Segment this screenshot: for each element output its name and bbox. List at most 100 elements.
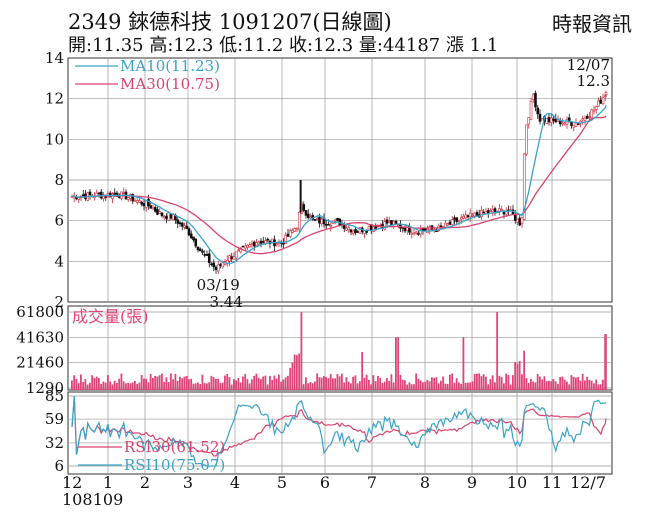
price-candle	[583, 117, 587, 121]
volume-bar	[345, 377, 348, 390]
price-candle	[257, 241, 261, 245]
price-candle	[246, 245, 249, 248]
price-candle	[491, 209, 495, 213]
volume-bar	[316, 373, 319, 390]
price-candle	[142, 203, 146, 207]
price-candle	[473, 212, 477, 217]
volume-bar	[383, 381, 386, 390]
volume-bar	[226, 374, 229, 390]
price-candle	[572, 124, 576, 128]
volume-bar	[248, 383, 251, 390]
volume-bar	[320, 377, 323, 390]
price-candle	[466, 215, 470, 218]
volume-bar	[282, 379, 285, 390]
price-candle	[374, 226, 378, 229]
volume-bar	[147, 382, 150, 390]
volume-bar	[471, 381, 474, 390]
volume-bar	[541, 379, 544, 390]
price-candle	[324, 224, 328, 226]
price-candle	[156, 209, 159, 215]
price-candle	[113, 192, 117, 195]
price-candle	[228, 255, 231, 262]
price-candle	[396, 224, 400, 227]
price-candle	[97, 192, 101, 195]
volume-bar	[338, 376, 341, 390]
volume-bar	[206, 383, 208, 390]
price-candle	[604, 92, 608, 95]
volume-bar	[104, 382, 107, 390]
volume-bar	[134, 381, 136, 390]
volume-bar	[523, 350, 526, 390]
volume-bar	[192, 383, 195, 390]
volume-bar	[392, 382, 395, 390]
price-candle	[212, 262, 216, 267]
price-candle	[302, 204, 306, 211]
volume-bar	[377, 375, 379, 390]
volume-bar	[494, 382, 496, 390]
x-tick-label: 2	[140, 473, 150, 492]
price-candle	[446, 223, 450, 226]
price-candle	[504, 211, 508, 215]
volume-bar	[370, 384, 373, 390]
price-candle	[250, 243, 254, 246]
price-candle	[135, 200, 139, 203]
volume-bar	[80, 374, 82, 390]
volume-bar	[334, 378, 337, 390]
volume-bar	[109, 381, 112, 390]
volume-bar	[410, 384, 413, 390]
volume-bar	[260, 379, 262, 390]
price-candle	[284, 234, 288, 244]
volume-bar	[361, 351, 364, 390]
price-candle	[234, 251, 238, 259]
volume-bar	[487, 384, 490, 390]
price-candle	[534, 92, 537, 108]
volume-bar	[464, 382, 467, 390]
volume-bar	[201, 374, 204, 390]
volume-bar	[163, 381, 166, 390]
price-candle	[255, 242, 258, 246]
volume-bar	[246, 379, 249, 390]
price-candle	[216, 264, 220, 272]
volume-bar	[100, 383, 103, 390]
volume-bar	[534, 382, 537, 390]
volume-bar	[302, 384, 305, 390]
volume-bar	[388, 380, 391, 390]
volume-bar	[129, 383, 132, 390]
price-candle	[291, 229, 294, 233]
volume-bar	[404, 380, 406, 390]
x-tick-label: 9	[467, 473, 477, 492]
volume-bar	[140, 374, 143, 390]
rsi10-line	[71, 395, 607, 467]
price-candle	[214, 266, 218, 270]
price-candle	[390, 220, 393, 226]
volume-bar	[563, 379, 566, 390]
volume-bar	[561, 376, 564, 390]
volume-bar	[208, 382, 211, 390]
volume-bar	[84, 379, 87, 390]
price-candle	[248, 244, 252, 248]
volume-bar	[413, 384, 415, 390]
price-candle	[363, 230, 366, 234]
rsi-tick-label: 6	[54, 457, 64, 475]
rsi-tick-label: 32	[45, 434, 64, 452]
volume-bar	[237, 378, 240, 390]
volume-bar	[485, 376, 487, 390]
price-candle	[288, 230, 292, 237]
x-tick-sublabel: 108	[62, 490, 93, 509]
volume-bar	[329, 374, 332, 390]
price-candle	[372, 226, 375, 232]
x-tick-label: 12/7	[570, 473, 606, 492]
volume-bar	[352, 376, 355, 390]
price-candle	[147, 198, 150, 207]
price-candle	[237, 249, 240, 252]
price-candle	[493, 208, 497, 212]
volume-bar	[305, 377, 307, 390]
volume-bar	[451, 373, 454, 390]
volume-bar	[372, 375, 375, 390]
price-candle	[597, 100, 600, 107]
volume-bar	[579, 380, 582, 390]
rsi-tick-label: 59	[45, 410, 64, 428]
volume-bar	[422, 382, 424, 390]
ma30-line	[71, 115, 607, 255]
